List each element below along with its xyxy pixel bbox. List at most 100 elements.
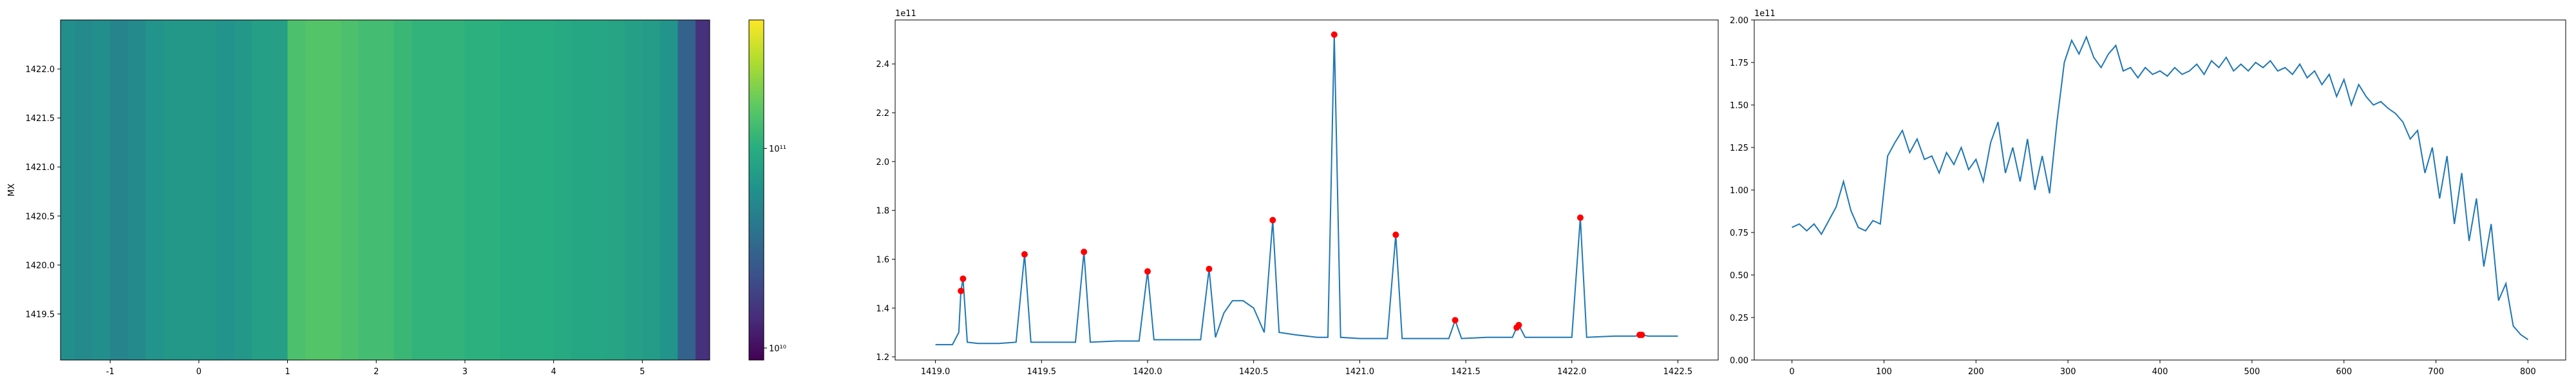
peak-marker bbox=[1331, 31, 1338, 38]
y-tick-label: 1.6 bbox=[876, 255, 889, 265]
heatmap-cell bbox=[181, 20, 200, 360]
heatmap-cell bbox=[216, 20, 235, 360]
heatmap-cell bbox=[61, 20, 75, 360]
peak-marker bbox=[1577, 214, 1584, 222]
y-tick-label: 0.00 bbox=[1730, 356, 1748, 366]
y-tick-label: 1420.0 bbox=[26, 261, 55, 270]
y-tick-label: 1421.5 bbox=[26, 114, 55, 124]
peak-marker bbox=[1515, 321, 1522, 328]
y-tick-label: 2.2 bbox=[876, 109, 889, 119]
x-tick-label: 300 bbox=[2060, 367, 2076, 377]
peak-marker bbox=[958, 287, 965, 294]
heatmap-cell bbox=[518, 20, 536, 360]
y-tick-label: 1.50 bbox=[1730, 101, 1748, 111]
plot-area bbox=[61, 20, 710, 360]
peak-marker bbox=[1269, 216, 1276, 223]
x-tick-label: 4 bbox=[551, 367, 556, 377]
y-tick-label: 1422.0 bbox=[26, 65, 55, 75]
heatmap-cell bbox=[128, 20, 146, 360]
heatmap-cell bbox=[75, 20, 93, 360]
heatmap-cell bbox=[412, 20, 430, 360]
x-tick-label: 1419.0 bbox=[921, 367, 951, 377]
x-tick-label: 400 bbox=[2152, 367, 2168, 377]
heatmap-cell bbox=[571, 20, 590, 360]
x-tick-label: 3 bbox=[462, 367, 468, 377]
x-tick-label: 500 bbox=[2244, 367, 2260, 377]
y-tick-label: 1.75 bbox=[1730, 59, 1748, 68]
heatmap-cell bbox=[163, 20, 182, 360]
y-tick-label: 1419.5 bbox=[26, 310, 55, 319]
y-axis-label: MX bbox=[7, 184, 17, 196]
peak-marker bbox=[1081, 249, 1088, 256]
y-tick-label: 2.00 bbox=[1730, 16, 1748, 26]
offset-text: 1e11 bbox=[895, 9, 916, 19]
heatmap-cell bbox=[198, 20, 217, 360]
x-tick-label: 0 bbox=[1789, 367, 1794, 377]
heatmap-cell bbox=[464, 20, 483, 360]
x-tick-label: 1421.5 bbox=[1451, 367, 1481, 377]
y-tick-label: 1.00 bbox=[1730, 186, 1748, 196]
y-tick-label: 1421.0 bbox=[26, 163, 55, 173]
axes-frame bbox=[60, 19, 710, 361]
x-tick-label: 5 bbox=[639, 367, 645, 377]
heatmap-cell bbox=[447, 20, 466, 360]
heatmap-cell bbox=[642, 20, 661, 360]
colorbar bbox=[748, 19, 764, 361]
y-tick-label: 1.8 bbox=[876, 207, 889, 216]
y-tick-label: 1420.5 bbox=[26, 212, 55, 222]
heatmap-cell bbox=[677, 20, 696, 360]
y-tick-label: 1.25 bbox=[1730, 144, 1748, 153]
heatmap-cell bbox=[323, 20, 341, 360]
heatmap-cell bbox=[500, 20, 519, 360]
peak-marker bbox=[1021, 251, 1028, 258]
offset-text: 1e11 bbox=[1754, 9, 1776, 19]
peak-marker bbox=[1452, 317, 1459, 324]
axes-frame bbox=[895, 19, 1719, 361]
data-line bbox=[935, 34, 1678, 346]
heatmap-cell bbox=[92, 20, 111, 360]
x-tick-label: 1420.5 bbox=[1239, 367, 1269, 377]
colorbar-tick-label: 10¹⁰ bbox=[769, 344, 786, 354]
x-tick-label: 0 bbox=[196, 367, 202, 377]
peak-marker bbox=[1206, 265, 1213, 272]
y-tick-label: 0.75 bbox=[1730, 229, 1748, 238]
plot-area bbox=[935, 31, 1678, 346]
heatmap-cell bbox=[659, 20, 678, 360]
peak-marker bbox=[1392, 231, 1399, 238]
heatmap-cell bbox=[393, 20, 412, 360]
heatmap-cell bbox=[358, 20, 377, 360]
x-tick-label: 1419.5 bbox=[1027, 367, 1057, 377]
heatmap-cell bbox=[624, 20, 643, 360]
heatmap-cell bbox=[376, 20, 395, 360]
heatmap-cell bbox=[305, 20, 324, 360]
y-tick-label: 2.0 bbox=[876, 158, 889, 167]
peak-marker bbox=[1144, 268, 1151, 275]
y-tick-label: 1.4 bbox=[876, 304, 889, 314]
heatmap-cell bbox=[482, 20, 501, 360]
x-tick-label: 1421.0 bbox=[1345, 367, 1375, 377]
x-tick-label: 1422.5 bbox=[1663, 367, 1693, 377]
y-tick-label: 1.2 bbox=[876, 353, 889, 363]
heatmap-cell bbox=[110, 20, 129, 360]
x-tick-label: 1 bbox=[285, 367, 290, 377]
x-tick-label: 1422.0 bbox=[1557, 367, 1587, 377]
heatmap-cell bbox=[536, 20, 554, 360]
x-tick-label: 200 bbox=[1968, 367, 1984, 377]
x-tick-label: -1 bbox=[106, 367, 115, 377]
x-tick-label: 100 bbox=[1876, 367, 1892, 377]
x-tick-label: 700 bbox=[2428, 367, 2444, 377]
heatmap-cell bbox=[607, 20, 625, 360]
heatmap-cell bbox=[553, 20, 572, 360]
data-line bbox=[1792, 35, 2528, 341]
x-tick-label: 2 bbox=[374, 367, 379, 377]
heatmap-cell bbox=[252, 20, 270, 360]
y-tick-label: 0.25 bbox=[1730, 314, 1748, 323]
heatmap-cell bbox=[341, 20, 359, 360]
x-tick-label: 1420.0 bbox=[1133, 367, 1162, 377]
x-tick-label: 800 bbox=[2520, 367, 2536, 377]
peak-marker bbox=[960, 275, 967, 282]
heatmap-cell bbox=[234, 20, 252, 360]
heatmap-cell bbox=[429, 20, 448, 360]
colorbar-tick-label: 10¹¹ bbox=[769, 144, 786, 154]
